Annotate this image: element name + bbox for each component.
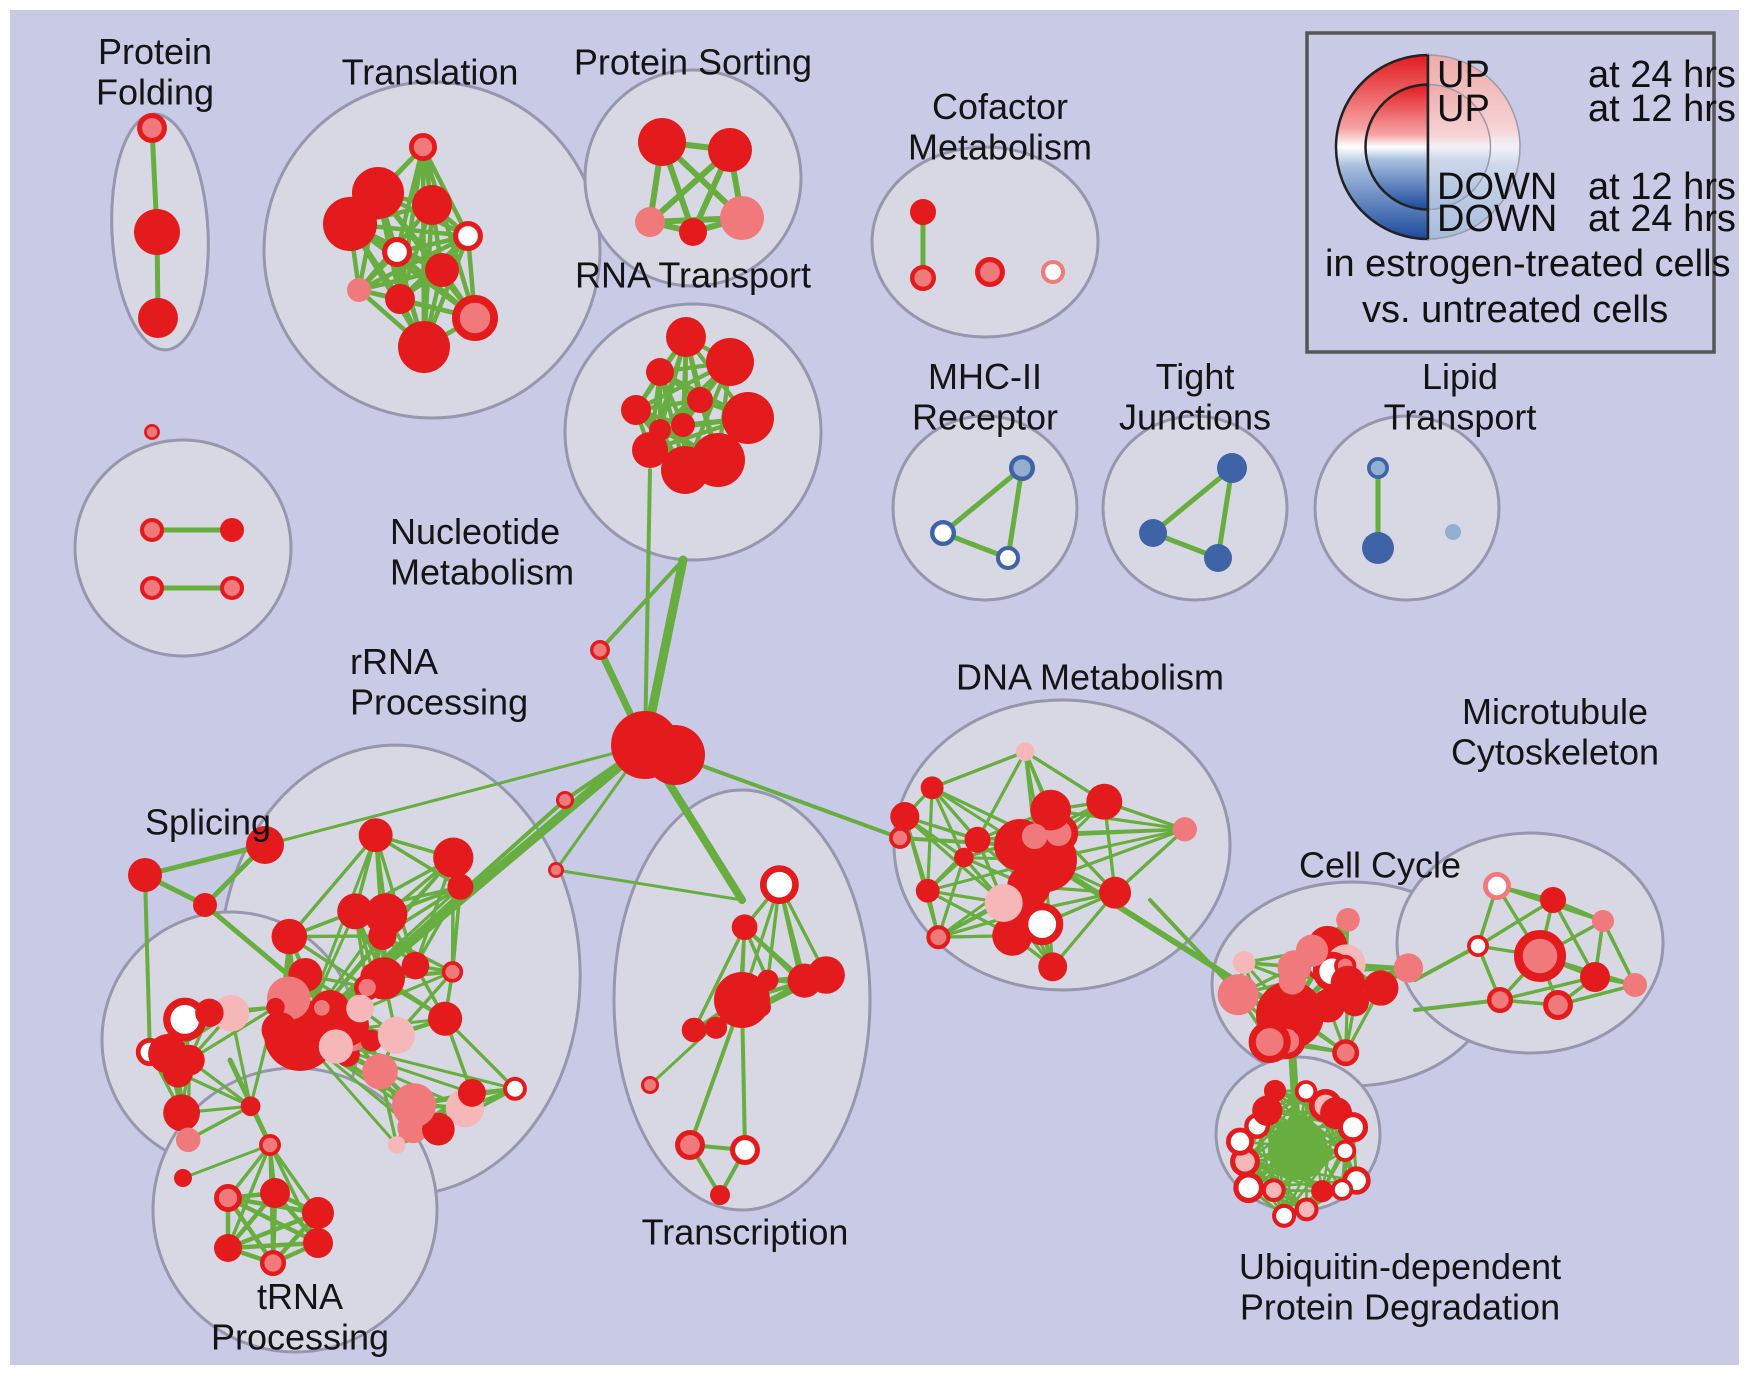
svg-text:Translation: Translation (342, 51, 519, 92)
svg-text:vs. untreated cells: vs. untreated cells (1362, 289, 1668, 331)
svg-text:Cell Cycle: Cell Cycle (1299, 844, 1461, 885)
svg-text:Splicing: Splicing (145, 801, 271, 842)
svg-text:Transcription: Transcription (642, 1211, 849, 1252)
svg-text:DOWN: DOWN (1437, 198, 1557, 240)
svg-text:in estrogen-treated cells: in estrogen-treated cells (1325, 243, 1731, 285)
svg-text:RNA Transport: RNA Transport (575, 254, 811, 295)
svg-text:at 12 hrs: at 12 hrs (1588, 88, 1736, 130)
svg-text:at 24 hrs: at 24 hrs (1588, 198, 1736, 240)
svg-text:UP: UP (1437, 88, 1490, 130)
svg-text:Protein Sorting: Protein Sorting (574, 41, 812, 82)
svg-text:DNA Metabolism: DNA Metabolism (956, 656, 1224, 697)
